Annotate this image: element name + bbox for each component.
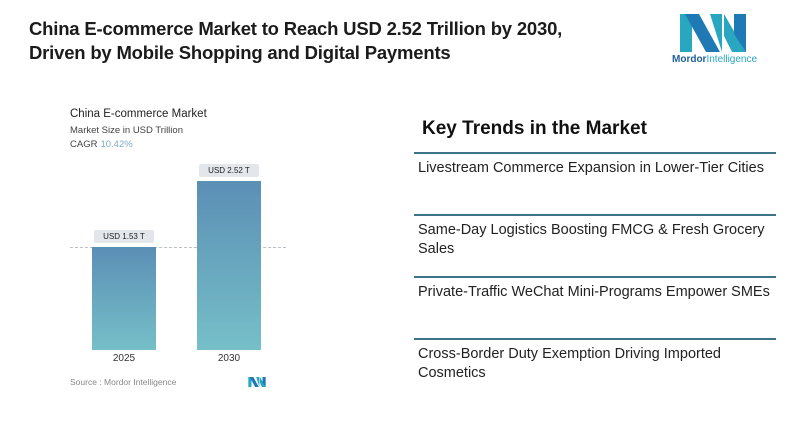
- key-trends-panel: Key Trends in the Market Livestream Comm…: [414, 118, 776, 400]
- headline-line-1: China E-commerce Market to Reach USD 2.5…: [29, 18, 563, 39]
- x-label-2025: 2025: [112, 353, 136, 364]
- bar-label-2030: USD 2.52 T: [199, 164, 259, 177]
- logo-text: MordorIntelligence: [672, 54, 758, 65]
- reference-dashed-line: [70, 247, 286, 248]
- cagr-label: CAGR: [70, 139, 98, 150]
- chart-card: China E-commerce Market Market Size in U…: [56, 98, 296, 398]
- key-trends-title: Key Trends in the Market: [422, 118, 647, 139]
- x-label-2030: 2030: [217, 353, 241, 364]
- bar-2025: [92, 247, 156, 350]
- bar-label-2025: USD 1.53 T: [94, 230, 154, 243]
- chart-source: Source : Mordor Intelligence: [70, 377, 177, 387]
- trend-item: Cross-Border Duty Exemption Driving Impo…: [414, 338, 776, 400]
- trend-item: Livestream Commerce Expansion in Lower-T…: [414, 152, 776, 214]
- cagr-value: 10.42%: [100, 139, 133, 150]
- chart-cagr: CAGR 10.42%: [70, 139, 133, 150]
- mordor-intelligence-logo: MordorIntelligence: [672, 14, 762, 70]
- source-logo-icon: [248, 377, 266, 387]
- trend-item: Same-Day Logistics Boosting FMCG & Fresh…: [414, 214, 776, 276]
- chart-subtitle: Market Size in USD Trillion: [70, 125, 183, 136]
- trend-item: Private-Traffic WeChat Mini-Programs Emp…: [414, 276, 776, 338]
- chart-title: China E-commerce Market: [70, 108, 207, 120]
- bar-2030: [197, 181, 261, 350]
- headline-line-2: Driven by Mobile Shopping and Digital Pa…: [29, 42, 451, 63]
- mordor-intelligence-logo-icon: [680, 14, 746, 52]
- page-headline: China E-commerce Market to Reach USD 2.5…: [29, 17, 639, 65]
